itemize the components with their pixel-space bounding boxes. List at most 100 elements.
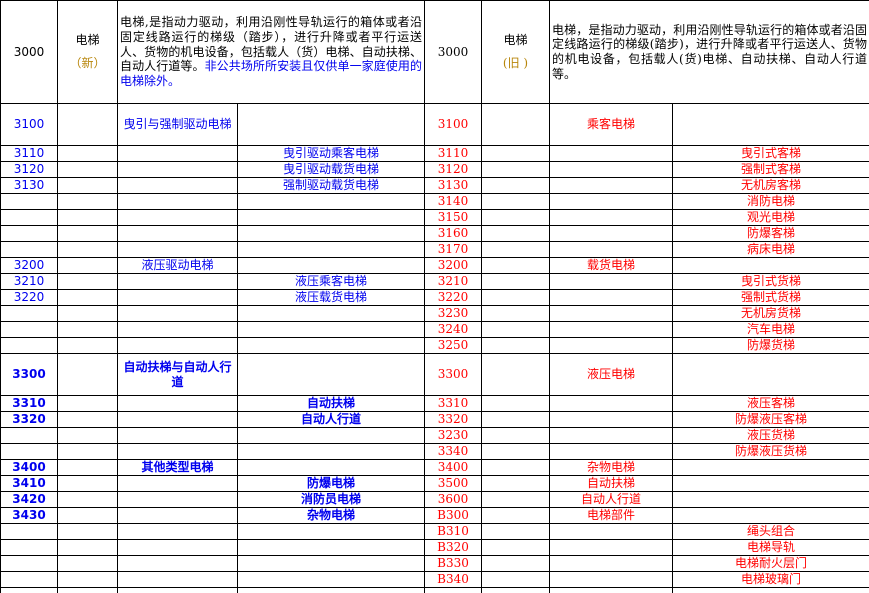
new-level2-cell — [117, 571, 238, 588]
old-level2-cell — [549, 305, 673, 322]
new-level2-cell — [117, 337, 238, 354]
new-code-cell — [0, 443, 58, 460]
new-level3-cell: 消防员电梯 — [237, 491, 425, 508]
old-code-cell: B310 — [424, 523, 482, 540]
header-new-name: 电梯 — [75, 33, 100, 48]
old-code-cell: 3160 — [424, 225, 482, 242]
old-level1-cell — [481, 161, 550, 178]
old-level1-cell — [481, 257, 550, 274]
new-level2-cell — [117, 209, 238, 226]
new-level2-cell — [117, 225, 238, 242]
new-level3-cell — [237, 209, 425, 226]
old-level1-cell — [481, 571, 550, 588]
table-row: B330 电梯耐火层门 — [0, 555, 869, 572]
new-level2-cell — [117, 491, 238, 508]
new-level1-cell — [57, 257, 118, 274]
old-level3-cell: 防爆液压货梯 — [671, 443, 869, 460]
old-level2-cell — [549, 587, 673, 593]
old-level2-cell — [549, 177, 673, 194]
old-level3-cell: 防爆液压客梯 — [671, 411, 869, 428]
new-level1-cell — [57, 305, 118, 322]
new-code-cell — [0, 427, 58, 444]
old-code-cell: 3400 — [424, 459, 482, 476]
new-level1-cell — [57, 289, 118, 306]
new-level2-cell — [117, 427, 238, 444]
old-code-cell: 3300 — [424, 353, 482, 396]
table-row: 3110 曳引驱动乘客电梯 3110 曳引式客梯 — [0, 145, 869, 162]
old-level1-cell — [481, 193, 550, 210]
new-level3-cell — [237, 571, 425, 588]
new-level1-cell — [57, 225, 118, 242]
header-new-code: 3000 — [0, 0, 58, 104]
old-level1-cell — [481, 587, 550, 593]
new-level1-cell — [57, 209, 118, 226]
old-level1-cell — [481, 209, 550, 226]
old-level3-cell — [671, 353, 869, 396]
new-level3-cell — [237, 539, 425, 556]
new-level2-cell: 曳引与强制驱动电梯 — [117, 103, 238, 146]
old-code-cell: 3150 — [424, 209, 482, 226]
old-code-cell: 3110 — [424, 145, 482, 162]
new-level1-cell — [57, 103, 118, 146]
new-level2-cell — [117, 507, 238, 524]
new-level3-cell — [237, 321, 425, 338]
old-level3-cell: 无机房客梯 — [671, 177, 869, 194]
old-code-cell: 3170 — [424, 241, 482, 258]
table-row: B320 电梯导轨 — [0, 539, 869, 556]
old-level2-cell: 自动扶梯 — [549, 475, 673, 492]
new-level3-cell — [237, 427, 425, 444]
table-row: 3160 防爆客梯 — [0, 225, 869, 242]
old-level2-cell — [549, 395, 673, 412]
old-level1-cell — [481, 321, 550, 338]
old-level3-cell — [671, 507, 869, 524]
new-code-cell — [0, 555, 58, 572]
old-level3-cell — [671, 475, 869, 492]
old-code-cell: 3600 — [424, 491, 482, 508]
new-code-cell: 3210 — [0, 273, 58, 290]
new-code-cell: 3130 — [0, 177, 58, 194]
new-level2-cell — [117, 539, 238, 556]
old-level2-cell: 载货电梯 — [549, 257, 673, 274]
new-level3-cell: 曳引驱动乘客电梯 — [237, 145, 425, 162]
old-level1-cell — [481, 103, 550, 146]
old-level2-cell — [549, 161, 673, 178]
new-level3-cell — [237, 103, 425, 146]
new-code-cell: 3430 — [0, 507, 58, 524]
new-level1-cell — [57, 571, 118, 588]
new-level2-cell — [117, 145, 238, 162]
table-row: 3320 自动人行道 3320 防爆液压客梯 — [0, 411, 869, 428]
old-level3-cell — [671, 587, 869, 593]
old-level2-cell — [549, 225, 673, 242]
old-code-cell: 3220 — [424, 289, 482, 306]
new-level2-cell — [117, 177, 238, 194]
header-old-name-block: 电梯 (旧 ) — [484, 29, 547, 75]
old-level3-cell: 防爆货梯 — [671, 337, 869, 354]
new-level3-cell — [237, 193, 425, 210]
old-level3-cell — [671, 103, 869, 146]
old-level3-cell: 消防电梯 — [671, 193, 869, 210]
old-code-cell — [424, 587, 482, 593]
new-level1-cell — [57, 395, 118, 412]
new-level3-cell — [237, 587, 425, 593]
old-code-cell: B320 — [424, 539, 482, 556]
new-code-cell — [0, 193, 58, 210]
new-level2-cell: 自动扶梯与自动人行道 — [117, 353, 238, 396]
table-row: 3220 液压载货电梯 3220 强制式货梯 — [0, 289, 869, 306]
new-level3-cell: 自动人行道 — [237, 411, 425, 428]
old-code-cell: 3140 — [424, 193, 482, 210]
new-level1-cell — [57, 539, 118, 556]
old-code-cell: 3120 — [424, 161, 482, 178]
new-level3-cell — [237, 459, 425, 476]
new-level1-cell — [57, 459, 118, 476]
new-level1-cell — [57, 523, 118, 540]
new-code-cell: 3200 — [0, 257, 58, 274]
header-old-name: 电梯 — [503, 33, 528, 48]
header-new-tag: （新） — [69, 56, 106, 70]
old-level3-cell: 防爆客梯 — [671, 225, 869, 242]
old-code-cell: B300 — [424, 507, 482, 524]
new-level1-cell — [57, 177, 118, 194]
old-code-cell: 3250 — [424, 337, 482, 354]
old-level3-cell: 无机房货梯 — [671, 305, 869, 322]
